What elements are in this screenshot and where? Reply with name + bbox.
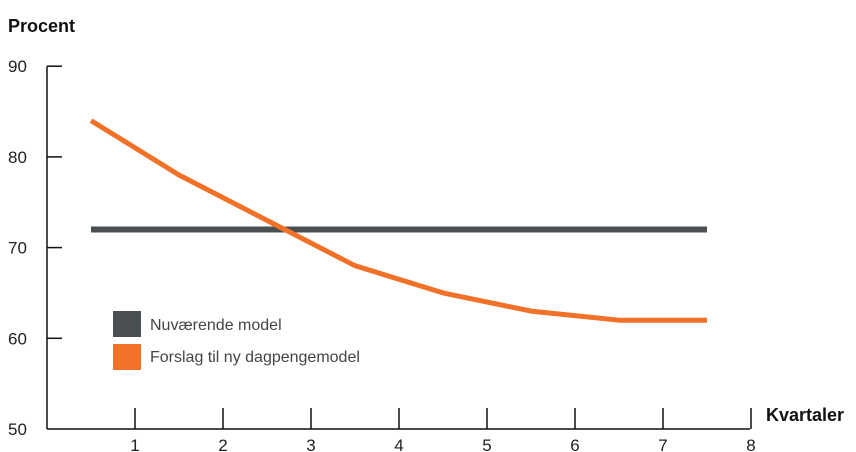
y-tick-label-70: 70: [8, 239, 27, 258]
x-tick-label-3: 3: [306, 436, 315, 452]
series-line-1: [89, 118, 707, 323]
legend: Nuværende model Forslag til ny dagpengem…: [113, 311, 360, 370]
y-tick-label-90: 90: [8, 57, 27, 76]
y-tick-label-50: 50: [8, 420, 27, 439]
x-ticks: 1 2 3 4 5 6 7 8: [130, 408, 756, 452]
legend-swatch-current-model: [113, 311, 141, 337]
y-tick-label-60: 60: [8, 329, 27, 348]
x-tick-label-6: 6: [570, 436, 579, 452]
y-axis-title: Procent: [8, 16, 75, 36]
x-tick-label-8: 8: [746, 436, 755, 452]
axes: [46, 66, 750, 430]
legend-label-current-model: Nuværende model: [150, 317, 282, 334]
x-tick-label-4: 4: [394, 436, 403, 452]
x-axis-title: Kvartaler: [766, 405, 844, 425]
y-ticks: 50 60 70 80 90: [8, 57, 62, 439]
series-layer: [89, 118, 708, 323]
legend-swatch-new-model: [113, 344, 141, 370]
y-tick-label-80: 80: [8, 148, 27, 167]
legend-label-new-model: Forslag til ny dagpengemodel: [150, 349, 360, 366]
x-tick-label-5: 5: [482, 436, 491, 452]
x-tick-label-7: 7: [658, 436, 667, 452]
x-tick-label-1: 1: [130, 436, 139, 452]
x-tick-label-2: 2: [218, 436, 227, 452]
